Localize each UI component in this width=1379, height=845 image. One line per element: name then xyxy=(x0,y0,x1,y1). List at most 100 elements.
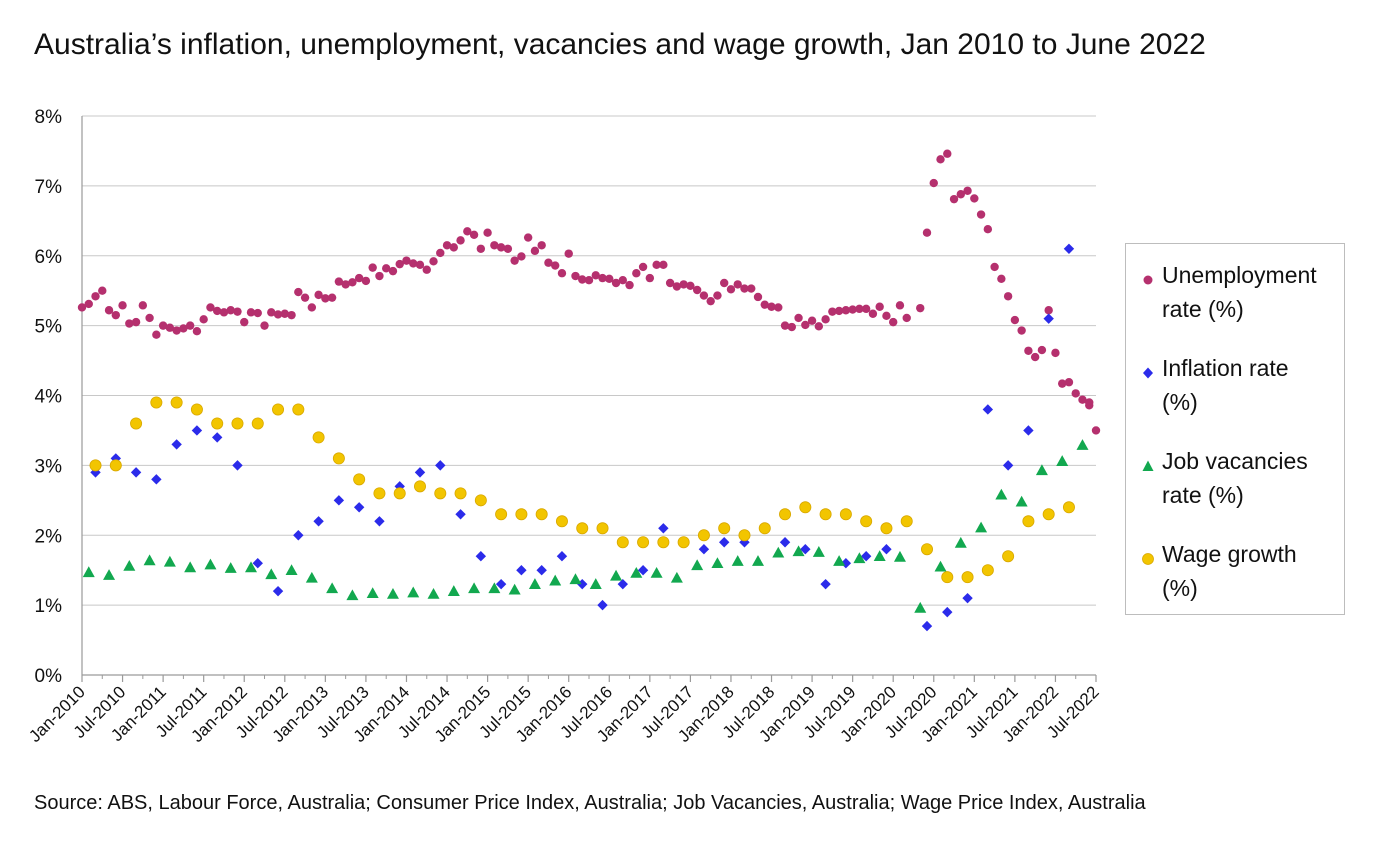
unemployment-point xyxy=(253,308,262,318)
inflation-point xyxy=(942,606,953,618)
job-vacancies-point xyxy=(447,585,460,596)
unemployment-point xyxy=(469,230,479,239)
wage-growth-point xyxy=(231,417,244,430)
inflation-point xyxy=(252,558,263,569)
wage-growth-point xyxy=(839,508,852,521)
job-vacancies-point xyxy=(630,566,643,578)
legend-label-line2: rate (%) xyxy=(1162,296,1244,322)
unemployment-point xyxy=(388,266,398,276)
unemployment-point xyxy=(584,276,594,285)
inflation-point xyxy=(860,551,872,562)
job-vacancies-point xyxy=(995,488,1008,500)
inflation-point xyxy=(658,523,669,534)
job-vacancies-point xyxy=(204,558,217,570)
unemployment-point xyxy=(361,276,371,286)
job-vacancies-point xyxy=(163,555,176,567)
unemployment-point xyxy=(490,241,499,250)
unemployment-point xyxy=(307,303,317,312)
unemployment-point xyxy=(591,271,600,280)
unemployment-point xyxy=(1037,345,1047,355)
series-job-vacancies xyxy=(82,439,1089,613)
unemployment-point xyxy=(429,257,438,266)
wage-growth-point xyxy=(637,536,650,549)
unemployment-point xyxy=(199,315,208,324)
inflation-point xyxy=(191,425,203,436)
wage-growth-point xyxy=(981,564,994,577)
inflation-point xyxy=(637,564,649,576)
unemployment-point xyxy=(544,258,553,267)
axes xyxy=(81,116,1097,682)
job-vacancies-point xyxy=(386,587,399,599)
unemployment-point xyxy=(726,285,736,294)
unemployment-point xyxy=(571,271,580,281)
wage-growth-point xyxy=(190,403,203,416)
wage-growth-point xyxy=(900,515,913,528)
job-vacancies-point xyxy=(650,566,663,578)
unemployment-point xyxy=(240,317,249,327)
inflation-point xyxy=(1023,425,1034,436)
unemployment-point xyxy=(625,280,634,290)
wage-growth-point xyxy=(738,529,751,542)
unemployment-point xyxy=(976,210,986,219)
wage-growth-point xyxy=(272,403,285,416)
unemployment-point xyxy=(273,310,283,319)
unemployment-point xyxy=(578,275,587,284)
wage-growth-point xyxy=(555,515,568,528)
unemployment-point xyxy=(902,313,911,323)
y-tick-label: 7% xyxy=(35,177,63,198)
wage-growth-point xyxy=(373,487,386,500)
legend-label-line2: rate (%) xyxy=(1162,482,1244,508)
unemployment-point xyxy=(422,265,431,274)
inflation-point xyxy=(374,516,385,527)
unemployment-point xyxy=(686,281,695,290)
unemployment-point xyxy=(611,278,621,288)
wage-growth-point xyxy=(616,536,629,549)
job-vacancies-point xyxy=(833,555,846,566)
inflation-point xyxy=(921,620,933,632)
unemployment-point xyxy=(645,273,655,283)
chart-title: Australia’s inflation, unemployment, vac… xyxy=(34,28,1206,61)
unemployment-point xyxy=(409,259,418,268)
unemployment-point xyxy=(551,261,560,270)
unemployment-point xyxy=(801,320,810,330)
y-axis-tick-labels: 0% 1% 2% 3% 4% 5% 6% 7% 8% xyxy=(35,107,63,687)
unemployment-point xyxy=(814,322,824,331)
wage-growth-point xyxy=(292,403,305,416)
job-vacancies-point xyxy=(752,555,764,566)
job-vacancies-point xyxy=(691,559,704,571)
wage-growth-point xyxy=(130,417,143,430)
wage-growth-point xyxy=(1042,508,1055,521)
legend-marker-diamond-icon xyxy=(1143,367,1153,379)
unemployment-point xyxy=(929,178,938,188)
wage-growth-point xyxy=(961,571,974,584)
job-vacancies-point xyxy=(549,574,562,586)
unemployment-point xyxy=(382,264,391,273)
inflation-point xyxy=(719,537,730,548)
unemployment-point xyxy=(828,307,837,316)
legend-label-line2: (%) xyxy=(1162,575,1198,601)
unemployment-point xyxy=(753,292,763,302)
unemployment-point xyxy=(672,282,682,291)
unemployment-point xyxy=(517,252,526,261)
unemployment-point xyxy=(598,273,607,283)
job-vacancies-point xyxy=(1076,439,1089,450)
unemployment-point xyxy=(1024,346,1033,355)
wage-growth-point xyxy=(474,494,487,507)
wage-growth-point xyxy=(941,571,954,584)
legend-label: Job vacancies rate (%) xyxy=(1162,444,1347,512)
job-vacancies-point xyxy=(812,546,825,557)
unemployment-point xyxy=(1091,426,1101,435)
unemployment-point xyxy=(618,276,627,285)
unemployment-point xyxy=(652,260,661,270)
job-vacancies-point xyxy=(711,557,724,568)
unemployment-point xyxy=(219,308,229,317)
unemployment-point xyxy=(882,311,891,321)
unemployment-point xyxy=(483,228,492,237)
unemployment-point xyxy=(679,280,688,289)
job-vacancies-point xyxy=(975,521,988,533)
unemployment-point xyxy=(895,301,905,310)
unemployment-point xyxy=(341,280,350,289)
unemployment-point xyxy=(720,278,729,288)
job-vacancies-point xyxy=(589,578,602,589)
